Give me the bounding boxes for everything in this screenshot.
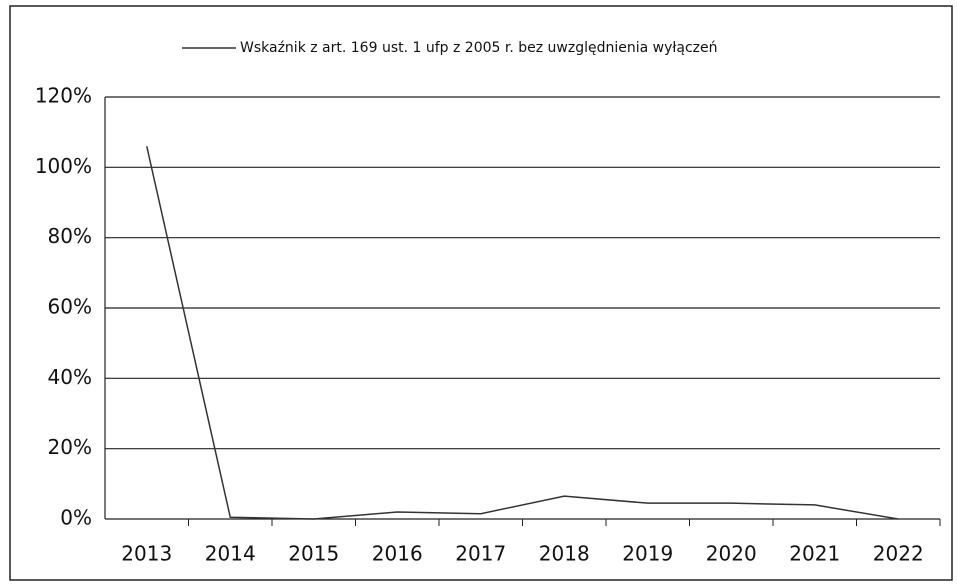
y-tick-label: 0% xyxy=(60,506,92,530)
y-tick-label: 120% xyxy=(35,84,92,108)
x-tick-label: 2018 xyxy=(539,542,590,566)
x-tick-label: 2015 xyxy=(288,542,339,566)
x-tick-label: 2021 xyxy=(789,542,840,566)
x-tick-label: 2022 xyxy=(873,542,924,566)
series-line xyxy=(146,146,899,520)
x-tick-label: 2017 xyxy=(455,542,506,566)
x-tick-label: 2019 xyxy=(622,542,673,566)
y-tick-label: 40% xyxy=(48,365,92,389)
y-tick-label: 100% xyxy=(35,154,92,178)
y-tick-label: 80% xyxy=(48,224,92,248)
x-tick-label: 2016 xyxy=(372,542,423,566)
chart-frame xyxy=(9,5,953,581)
x-tick-label: 2013 xyxy=(121,542,172,566)
y-tick-label: 20% xyxy=(48,435,92,459)
legend-label: Wskaźnik z art. 169 ust. 1 ufp z 2005 r.… xyxy=(240,40,717,56)
x-tick-label: 2014 xyxy=(205,542,256,566)
x-tick-label: 2020 xyxy=(706,542,757,566)
y-tick-label: 60% xyxy=(48,295,92,319)
